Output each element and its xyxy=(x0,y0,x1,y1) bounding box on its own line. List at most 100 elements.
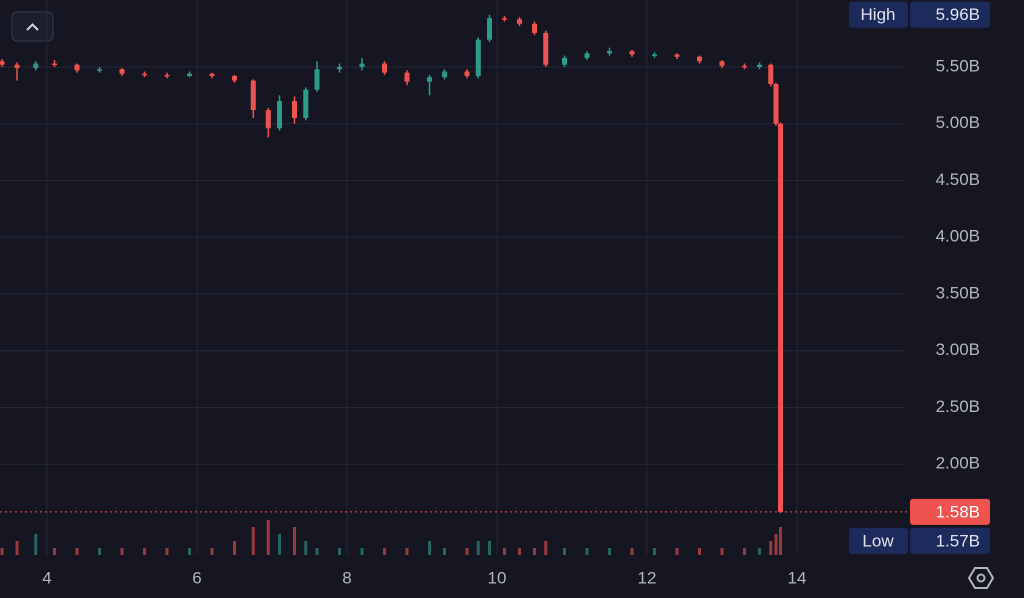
volume-bar xyxy=(304,541,308,555)
marker-value-badge xyxy=(910,1,990,28)
candle-body xyxy=(584,53,590,58)
volume-bar xyxy=(720,548,724,555)
candle-body xyxy=(142,73,148,76)
volume-bar xyxy=(563,548,567,555)
candle-body xyxy=(303,89,309,119)
candle-body xyxy=(52,63,58,66)
marker-name: Low xyxy=(862,531,894,550)
candle-body xyxy=(502,18,508,20)
volume-bar xyxy=(544,541,548,555)
candle-body xyxy=(652,54,658,56)
volume-bar xyxy=(143,548,147,555)
x-tick-label: 10 xyxy=(488,568,507,587)
volume-bar xyxy=(503,548,507,555)
y-tick-label: 2.00B xyxy=(936,454,980,473)
candle-body xyxy=(719,61,725,66)
candle-body xyxy=(277,101,283,129)
marker-name-badge xyxy=(849,1,908,28)
volume-bar xyxy=(443,548,447,555)
candle-body xyxy=(562,57,568,65)
volume-bar xyxy=(758,548,762,555)
candle-body xyxy=(314,69,320,90)
candle-body xyxy=(697,56,703,62)
volume-bar xyxy=(675,548,679,555)
volume-bar xyxy=(165,548,169,555)
candle-body xyxy=(742,65,748,68)
candle-body xyxy=(0,61,5,65)
volume-bar xyxy=(338,548,342,555)
volume-bar xyxy=(518,548,522,555)
candle-body xyxy=(607,51,613,54)
candle-body xyxy=(250,80,256,111)
volume-bar xyxy=(266,520,270,555)
collapse-button[interactable] xyxy=(11,11,54,42)
volume-bar xyxy=(488,541,492,555)
volume-bar xyxy=(53,548,57,555)
volume-bar xyxy=(743,548,747,555)
volume-bar xyxy=(251,527,255,555)
candle-body xyxy=(427,77,433,82)
volume-bar xyxy=(278,534,282,555)
candle-body xyxy=(209,73,215,77)
candle-body xyxy=(74,64,80,71)
marker-value: 1.57B xyxy=(936,531,980,550)
volume-bar xyxy=(15,541,19,555)
candle-body xyxy=(475,39,481,77)
volume-bar xyxy=(315,548,319,555)
marker-name: High xyxy=(861,5,896,24)
last-price-badge xyxy=(910,498,990,525)
volume-bar xyxy=(774,534,778,555)
volume-bar xyxy=(75,548,79,555)
x-tick-label: 8 xyxy=(342,568,351,587)
candle-body xyxy=(768,64,774,84)
candle-body xyxy=(337,66,343,70)
last-price-label: 1.58B xyxy=(936,502,980,521)
x-tick-label: 6 xyxy=(192,568,201,587)
volume-bar xyxy=(0,548,4,555)
volume-bar xyxy=(210,548,214,555)
volume-bar xyxy=(98,548,102,555)
volume-bar xyxy=(465,548,469,555)
volume-bar xyxy=(293,527,297,555)
volume-bar xyxy=(188,548,192,555)
candle-body xyxy=(119,69,125,74)
candle-body xyxy=(773,83,779,124)
volume-bar xyxy=(233,541,237,555)
volume-bar xyxy=(769,541,773,555)
y-tick-label: 3.50B xyxy=(936,283,980,302)
candle-body xyxy=(232,76,238,81)
candle-body xyxy=(629,51,635,55)
candle-body xyxy=(292,101,298,119)
candle-body xyxy=(97,69,103,71)
candle-body xyxy=(487,18,493,40)
volume-bar xyxy=(360,548,364,555)
candle-body xyxy=(33,63,39,69)
grid xyxy=(0,0,905,555)
volume-bar xyxy=(428,541,432,555)
candle-body xyxy=(382,63,388,73)
x-tick-label: 12 xyxy=(638,568,657,587)
candle-body xyxy=(404,72,410,82)
settings-button[interactable] xyxy=(967,567,995,589)
candle-body xyxy=(674,54,680,57)
x-tick-label: 4 xyxy=(42,568,51,587)
y-tick-label: 4.00B xyxy=(936,227,980,246)
volume-bar xyxy=(533,548,537,555)
candle-body xyxy=(464,71,470,77)
volume-bar xyxy=(405,548,409,555)
candle-body xyxy=(359,63,365,67)
candle-body xyxy=(532,23,538,33)
volume-bar xyxy=(779,527,783,555)
candle-body xyxy=(778,123,784,512)
x-tick-label: 14 xyxy=(788,568,807,587)
marker-name-badge xyxy=(849,527,908,554)
marker-value-badge xyxy=(910,527,990,554)
candle-body xyxy=(14,64,20,69)
candle-body xyxy=(757,64,763,67)
volume-bar xyxy=(585,548,589,555)
marker-value: 5.96B xyxy=(936,5,980,24)
volume-bar xyxy=(476,541,480,555)
volume-bar xyxy=(630,548,634,555)
